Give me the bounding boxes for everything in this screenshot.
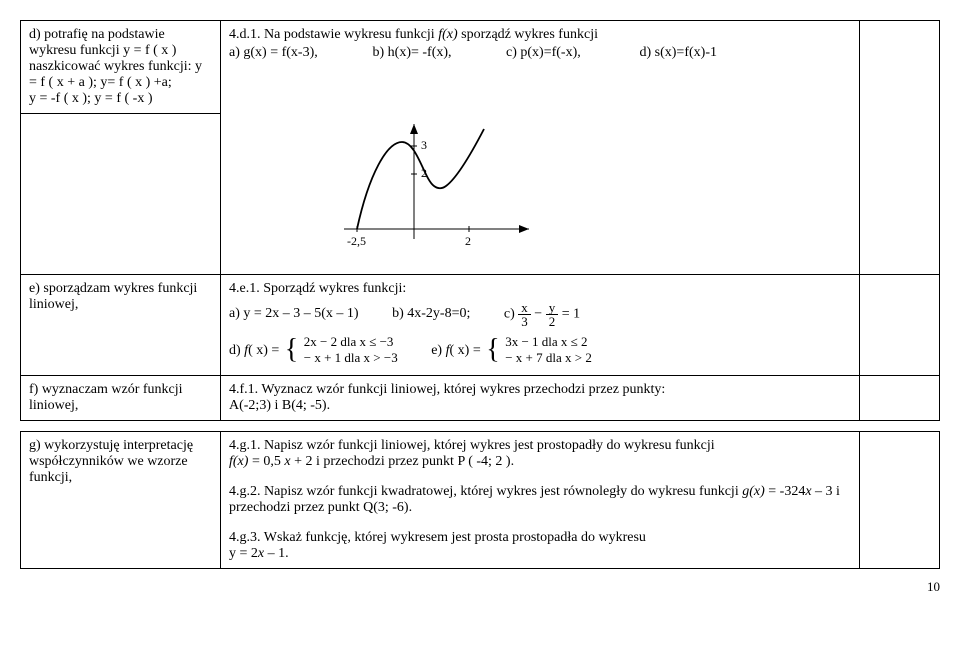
row-e-head: 4.e.1. Sporządź wykres funkcji: — [229, 281, 851, 297]
row-e-e-pieces: 3x − 1 dla x ≤ 2 − x + 7 dla x > 2 — [505, 334, 592, 368]
row-f: f) wyznaczam wzór funkcji liniowej, 4.f.… — [21, 376, 940, 421]
chart: -2,5 2 3 2 — [339, 124, 539, 264]
row-e-right — [860, 274, 940, 376]
chart-x-arrow — [519, 225, 529, 233]
row-g-p1-a: 4.g.1. Napisz wzór funkcji liniowej, któ… — [229, 438, 715, 453]
row-g-left: g) wykorzystuję interpretację współczynn… — [21, 432, 221, 569]
row-d-left: d) potrafię na podstawie wykresu funkcji… — [21, 21, 221, 114]
row-e-c-pre: c) — [504, 306, 518, 321]
row-e-b: b) 4x-2y-8=0; — [392, 306, 470, 322]
row-f-mid: 4.f.1. Wyznacz wzór funkcji liniowej, kt… — [221, 376, 860, 421]
row-d-opt-a: a) g(x) = f(x-3), — [229, 45, 369, 61]
row-g-p3-b: y = 2 — [229, 546, 258, 561]
row-e-line2: d) f( x) = { 2x − 2 dla x ≤ −3 − x + 1 d… — [229, 334, 851, 368]
row-f-left-text: f) wyznaczam wzór funkcji liniowej, — [29, 382, 183, 413]
row-e-e-pre: e) — [431, 343, 445, 358]
row-e-c-frac2: y2 — [546, 301, 559, 328]
row-e-d-pre: d) — [229, 343, 244, 358]
row-chart: -2,5 2 3 2 — [21, 114, 940, 275]
row-e-e-l2: − x + 7 dla x > 2 — [505, 350, 592, 365]
row-d-head-b: sporządź wykres funkcji — [458, 27, 598, 42]
row-d-opt-d: d) s(x)=f(x)-1 — [640, 45, 717, 61]
row-e-mid: 4.e.1. Sporządź wykres funkcji: a) y = 2… — [221, 274, 860, 376]
row-g-right — [860, 432, 940, 569]
row-e-e-brace: { — [486, 336, 499, 364]
row-e-e: e) f( x) = { 3x − 1 dla x ≤ 2 − x + 7 dl… — [431, 334, 592, 368]
row-e-d-l1: 2x − 2 dla x ≤ −3 — [304, 334, 394, 349]
row-f-right — [860, 376, 940, 421]
row-e-c-f2d: 2 — [546, 315, 559, 328]
chart-ylabel-mid: 2 — [421, 166, 427, 181]
row-f-mid-text: 4.f.1. Wyznacz wzór funkcji liniowej, kt… — [229, 382, 665, 413]
row-d-opts: a) g(x) = f(x-3), b) h(x)= -f(x), c) p(x… — [229, 45, 851, 61]
row-g-p3: 4.g.3. Wskaż funkcję, której wykresem je… — [229, 530, 851, 562]
row-d-opt-b: b) h(x)= -f(x), — [373, 45, 503, 61]
row-chart-left — [21, 114, 221, 275]
row-g-p2-a: 4.g.2. Napisz wzór funkcji kwadratowej, … — [229, 484, 742, 499]
row-d-right — [860, 21, 940, 114]
row-e-c-f1n: x — [518, 301, 531, 315]
row-e-d: d) f( x) = { 2x − 2 dla x ≤ −3 − x + 1 d… — [229, 334, 398, 368]
row-e-c-f2n: y — [546, 301, 559, 315]
row-e-line1: a) y = 2x – 3 – 5(x – 1) b) 4x-2y-8=0; c… — [229, 301, 851, 328]
row-chart-mid: -2,5 2 3 2 — [221, 114, 860, 275]
row-g-p2: 4.g.2. Napisz wzór funkcji kwadratowej, … — [229, 484, 851, 516]
row-e-c-tail: = 1 — [562, 306, 580, 321]
row-g-p3-a: 4.g.3. Wskaż funkcję, której wykresem je… — [229, 530, 646, 545]
row-e-c-f1d: 3 — [518, 315, 531, 328]
chart-svg — [339, 124, 539, 264]
row-g-p2-b: = -324 — [765, 484, 806, 499]
chart-xlabel-left: -2,5 — [347, 234, 366, 249]
chart-y-arrow — [410, 124, 418, 134]
row-d-left-text: d) potrafię na podstawie wykresu funkcji… — [29, 27, 202, 106]
row-g-mid: 4.g.1. Napisz wzór funkcji liniowej, któ… — [221, 432, 860, 569]
row-d-mid: 4.d.1. Na podstawie wykresu funkcji f(x)… — [221, 21, 860, 114]
main-table: d) potrafię na podstawie wykresu funkcji… — [20, 20, 940, 421]
row-g-p1-it: f(x) — [229, 454, 248, 469]
row-d: d) potrafię na podstawie wykresu funkcji… — [21, 21, 940, 114]
row-e-d-pieces: 2x − 2 dla x ≤ −3 − x + 1 dla x > −3 — [304, 334, 398, 368]
row-e-left: e) sporządzam wykres funkcji liniowej, — [21, 274, 221, 376]
row-g-p1-b: = 0,5 — [248, 454, 284, 469]
row-e-d-brace: { — [285, 336, 298, 364]
row-e-e-fntail: ( x) = — [450, 343, 485, 358]
page-number: 10 — [20, 569, 940, 595]
row-e-a: a) y = 2x – 3 – 5(x – 1) — [229, 306, 359, 322]
chart-ylabel-top: 3 — [421, 138, 427, 153]
row-g-p1-c: + 2 i przechodzi przez punkt P ( -4; 2 )… — [291, 454, 515, 469]
row-g-p1: 4.g.1. Napisz wzór funkcji liniowej, któ… — [229, 438, 851, 470]
row-g-p2-it: g(x) — [742, 484, 765, 499]
row-e-c: c) x3 − y2 = 1 — [504, 301, 580, 328]
table-g: g) wykorzystuję interpretację współczynn… — [20, 431, 940, 569]
row-chart-right — [860, 114, 940, 275]
chart-xlabel-right: 2 — [465, 234, 471, 249]
row-g: g) wykorzystuję interpretację współczynn… — [21, 432, 940, 569]
row-d-head-it: f(x) — [438, 27, 457, 42]
row-g-left-text: g) wykorzystuję interpretację współczynn… — [29, 438, 193, 485]
row-e-d-fntail: ( x) = — [248, 343, 283, 358]
row-e: e) sporządzam wykres funkcji liniowej, 4… — [21, 274, 940, 376]
row-f-left: f) wyznaczam wzór funkcji liniowej, — [21, 376, 221, 421]
row-e-c-frac1: x3 — [518, 301, 531, 328]
row-e-left-text: e) sporządzam wykres funkcji liniowej, — [29, 281, 197, 312]
row-e-d-l2: − x + 1 dla x > −3 — [304, 350, 398, 365]
row-e-e-l1: 3x − 1 dla x ≤ 2 — [505, 334, 587, 349]
row-d-head-a: 4.d.1. Na podstawie wykresu funkcji — [229, 27, 438, 42]
row-g-p3-c: – 1. — [264, 546, 289, 561]
row-d-opt-c: c) p(x)=f(-x), — [506, 45, 636, 61]
